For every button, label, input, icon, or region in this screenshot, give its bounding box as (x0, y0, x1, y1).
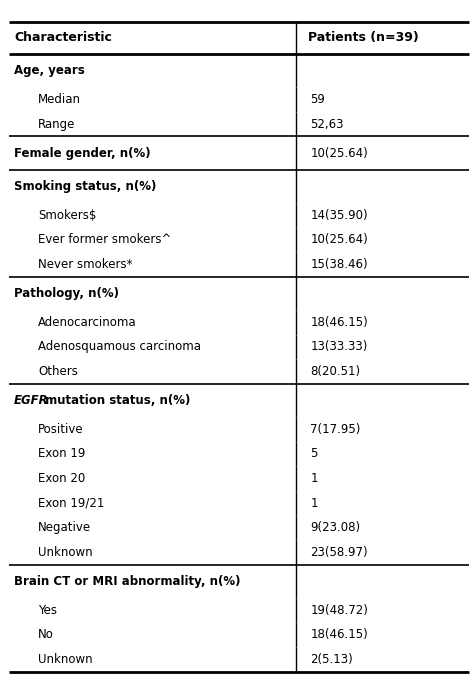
Text: Range: Range (38, 117, 75, 131)
Text: 15(38.46): 15(38.46) (310, 258, 368, 271)
Text: 5: 5 (310, 448, 318, 460)
Text: Ever former smokers^: Ever former smokers^ (38, 234, 171, 246)
Text: Characteristic: Characteristic (14, 31, 112, 45)
Text: Adenocarcinoma: Adenocarcinoma (38, 316, 137, 329)
Text: Pathology, n(%): Pathology, n(%) (14, 287, 119, 300)
Text: Exon 20: Exon 20 (38, 472, 85, 485)
Text: Median: Median (38, 93, 81, 106)
Text: Unknown: Unknown (38, 653, 92, 666)
Text: 14(35.90): 14(35.90) (310, 209, 368, 221)
Text: Others: Others (38, 365, 78, 378)
Text: Exon 19/21: Exon 19/21 (38, 497, 104, 510)
Text: Exon 19: Exon 19 (38, 448, 85, 460)
Text: Patients (n=39): Patients (n=39) (308, 31, 419, 45)
Text: 18(46.15): 18(46.15) (310, 316, 368, 329)
Text: 2(5.13): 2(5.13) (310, 653, 353, 666)
Text: 13(33.33): 13(33.33) (310, 340, 368, 353)
Text: 52,63: 52,63 (310, 117, 344, 131)
Text: 1: 1 (310, 472, 318, 485)
Text: Yes: Yes (38, 603, 57, 616)
Text: 1: 1 (310, 497, 318, 510)
Text: Smokers$: Smokers$ (38, 209, 96, 221)
Text: mutation status, n(%): mutation status, n(%) (41, 394, 191, 407)
Text: Smoking status, n(%): Smoking status, n(%) (14, 180, 156, 193)
Text: 7(17.95): 7(17.95) (310, 423, 361, 436)
Text: 23(58.97): 23(58.97) (310, 546, 368, 559)
Text: Unknown: Unknown (38, 546, 92, 559)
Text: 8(20.51): 8(20.51) (310, 365, 361, 378)
Text: No: No (38, 628, 54, 641)
Text: Never smokers*: Never smokers* (38, 258, 132, 271)
Text: 19(48.72): 19(48.72) (310, 603, 368, 616)
Text: 9(23.08): 9(23.08) (310, 521, 361, 534)
Text: 59: 59 (310, 93, 325, 106)
Text: Negative: Negative (38, 521, 91, 534)
Text: Positive: Positive (38, 423, 83, 436)
Text: Female gender, n(%): Female gender, n(%) (14, 146, 151, 159)
Text: Adenosquamous carcinoma: Adenosquamous carcinoma (38, 340, 201, 353)
Text: Brain CT or MRI abnormality, n(%): Brain CT or MRI abnormality, n(%) (14, 574, 241, 588)
Text: 10(25.64): 10(25.64) (310, 234, 368, 246)
Text: Age, years: Age, years (14, 64, 85, 77)
Text: 10(25.64): 10(25.64) (310, 146, 368, 159)
Text: 18(46.15): 18(46.15) (310, 628, 368, 641)
Text: EGFR: EGFR (14, 394, 49, 407)
